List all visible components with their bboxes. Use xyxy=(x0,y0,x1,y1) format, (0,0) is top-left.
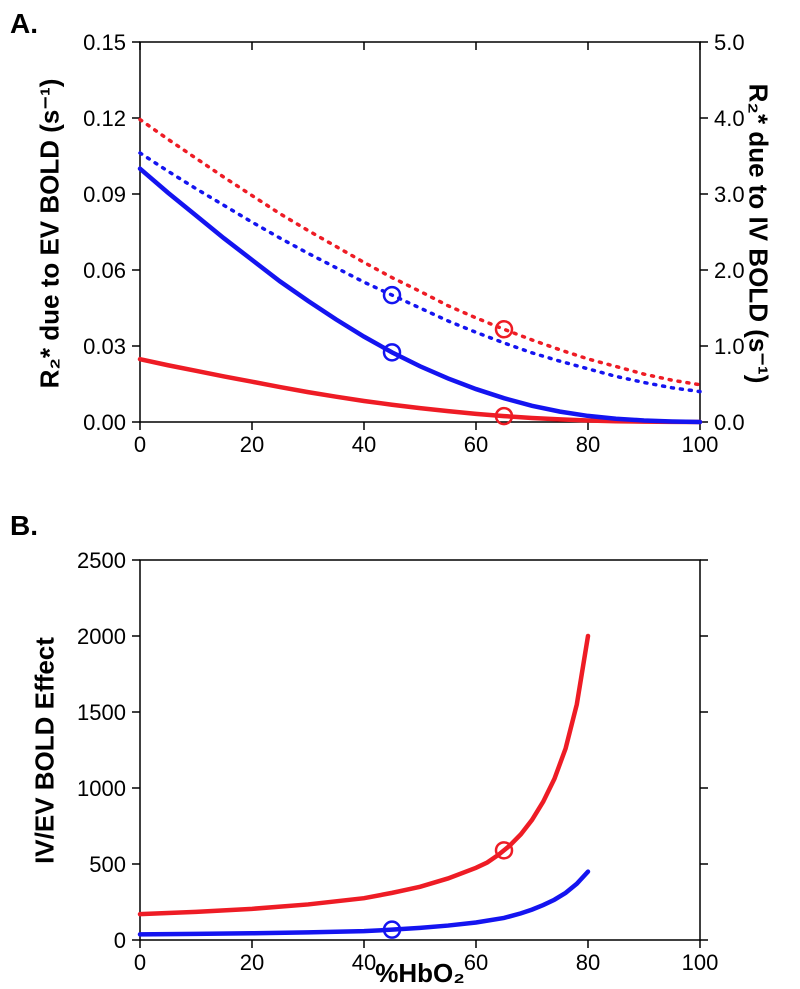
panel-a-ytick-right: 2.0 xyxy=(714,258,745,283)
panel-b-series-blue xyxy=(140,872,588,935)
panel-a-xtick: 100 xyxy=(682,432,719,457)
panel-a-series-blue-dotted xyxy=(140,153,700,392)
panel-b-xtick: 60 xyxy=(464,950,488,975)
figure-svg: 0204060801000.000.030.060.090.120.150.01… xyxy=(0,0,800,988)
panel-b-ytick: 1500 xyxy=(77,700,126,725)
panel-a-ytick-left: 0.03 xyxy=(83,334,126,359)
panel-a-ytick-left: 0.00 xyxy=(83,410,126,435)
panel-b-xtick: 80 xyxy=(576,950,600,975)
panel-a-xtick: 80 xyxy=(576,432,600,457)
panel-a-ytick-left: 0.09 xyxy=(83,182,126,207)
panel-a-ytick-right: 5.0 xyxy=(714,30,745,55)
figure: A. R₂* due to EV BOLD (s⁻¹) R₂* due to I… xyxy=(0,0,800,988)
panel-b-ytick: 0 xyxy=(114,928,126,953)
panel-b-xtick: 0 xyxy=(134,950,146,975)
panel-b-ytick: 1000 xyxy=(77,776,126,801)
panel-a-ytick-right: 3.0 xyxy=(714,182,745,207)
panel-b-frame xyxy=(140,560,700,940)
panel-b-ytick: 2000 xyxy=(77,624,126,649)
panel-b-xtick: 100 xyxy=(682,950,719,975)
panel-a-xtick: 60 xyxy=(464,432,488,457)
panel-a-ytick-right: 1.0 xyxy=(714,334,745,359)
panel-b-ytick: 500 xyxy=(89,852,126,877)
panel-b-xtick: 40 xyxy=(352,950,376,975)
panel-b-series-red xyxy=(140,636,588,914)
panel-a-ytick-left: 0.15 xyxy=(83,30,126,55)
panel-a-xtick: 0 xyxy=(134,432,146,457)
panel-a-xtick: 20 xyxy=(240,432,264,457)
panel-a-ytick-right: 0.0 xyxy=(714,410,745,435)
panel-a-ytick-left: 0.06 xyxy=(83,258,126,283)
panel-a-xtick: 40 xyxy=(352,432,376,457)
panel-b-xtick: 20 xyxy=(240,950,264,975)
panel-a-marker-3 xyxy=(496,321,512,337)
panel-b-ytick: 2500 xyxy=(77,548,126,573)
panel-a-ytick-right: 4.0 xyxy=(714,106,745,131)
panel-a-series-red-dotted xyxy=(140,120,700,385)
panel-a-ytick-left: 0.12 xyxy=(83,106,126,131)
